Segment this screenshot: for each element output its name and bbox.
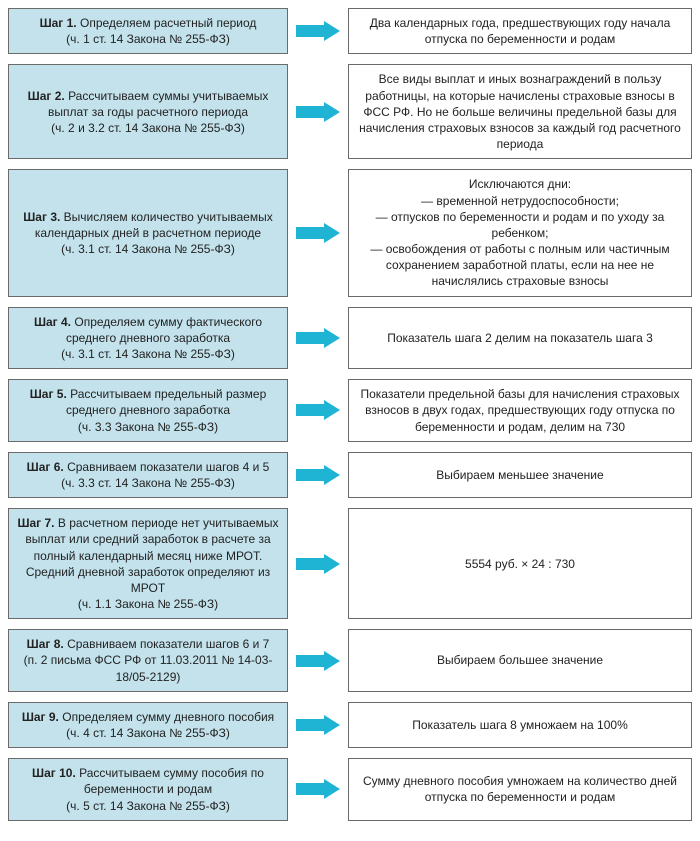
- step-title: Шаг 7. В расчетном периоде нет учитываем…: [17, 515, 279, 596]
- step-result-box: Два календарных года, предшествующих год…: [348, 8, 692, 54]
- arrow-wrap: [288, 629, 348, 692]
- arrow-wrap: [288, 8, 348, 54]
- step-result-box: Показатель шага 8 умножаем на 100%: [348, 702, 692, 748]
- step-title: Шаг 2. Рассчитываем суммы учитываемых вы…: [17, 88, 279, 120]
- step-result-box: Показатель шага 2 делим на показатель ша…: [348, 307, 692, 370]
- step-label: Шаг 1.: [40, 16, 77, 30]
- flowchart-container: Шаг 1. Определяем расчетный период(ч. 1 …: [8, 8, 692, 821]
- step-box: Шаг 1. Определяем расчетный период(ч. 1 …: [8, 8, 288, 54]
- step-result-box: Выбираем большее значение: [348, 629, 692, 692]
- step-box: Шаг 3. Вычисляем количество учитываемых …: [8, 169, 288, 296]
- step-result-box: Сумму дневного пособия умножаем на колич…: [348, 758, 692, 821]
- step-label: Шаг 8.: [27, 637, 64, 651]
- step-box: Шаг 7. В расчетном периоде нет учитываем…: [8, 508, 288, 619]
- step-title-text: Определяем сумму дневного пособия: [62, 710, 274, 724]
- step-title: Шаг 1. Определяем расчетный период: [17, 15, 279, 31]
- step-ref: (ч. 4 ст. 14 Закона № 255-ФЗ): [17, 725, 279, 741]
- flow-row: Шаг 7. В расчетном периоде нет учитываем…: [8, 508, 692, 619]
- step-ref: (ч. 1 ст. 14 Закона № 255-ФЗ): [17, 31, 279, 47]
- step-ref: (ч. 3.1 ст. 14 Закона № 255-ФЗ): [17, 241, 279, 257]
- step-box: Шаг 2. Рассчитываем суммы учитываемых вы…: [8, 64, 288, 159]
- step-title-text: Сравниваем показатели шагов 6 и 7: [67, 637, 269, 651]
- step-label: Шаг 3.: [23, 210, 60, 224]
- step-title: Шаг 9. Определяем сумму дневного пособия: [17, 709, 279, 725]
- step-ref: (ч. 3.1 ст. 14 Закона № 255-ФЗ): [17, 346, 279, 362]
- step-box: Шаг 10. Рассчитываем сумму пособия по бе…: [8, 758, 288, 821]
- flow-row: Шаг 6. Сравниваем показатели шагов 4 и 5…: [8, 452, 692, 498]
- step-label: Шаг 5.: [30, 387, 67, 401]
- arrow-wrap: [288, 64, 348, 159]
- step-label: Шаг 4.: [34, 315, 71, 329]
- arrow-wrap: [288, 508, 348, 619]
- arrow-wrap: [288, 758, 348, 821]
- arrow-wrap: [288, 169, 348, 296]
- arrow-right-icon: [296, 465, 340, 485]
- arrow-right-icon: [296, 21, 340, 41]
- step-result-box: Выбираем меньшее значение: [348, 452, 692, 498]
- step-title-text: Определяем сумму фактического среднего д…: [66, 315, 262, 345]
- step-title: Шаг 5. Рассчитываем предельный размер ср…: [17, 386, 279, 418]
- arrow-right-icon: [296, 223, 340, 243]
- step-result-box: Исключаются дни: — временной нетрудоспос…: [348, 169, 692, 296]
- step-ref: (ч. 1.1 Закона № 255-ФЗ): [17, 596, 279, 612]
- step-title: Шаг 10. Рассчитываем сумму пособия по бе…: [17, 765, 279, 797]
- flow-row: Шаг 8. Сравниваем показатели шагов 6 и 7…: [8, 629, 692, 692]
- step-result-box: 5554 руб. × 24 : 730: [348, 508, 692, 619]
- arrow-right-icon: [296, 651, 340, 671]
- flow-row: Шаг 9. Определяем сумму дневного пособия…: [8, 702, 692, 748]
- step-box: Шаг 8. Сравниваем показатели шагов 6 и 7…: [8, 629, 288, 692]
- step-title-text: Рассчитываем предельный размер среднего …: [66, 387, 266, 417]
- step-title: Шаг 6. Сравниваем показатели шагов 4 и 5: [17, 459, 279, 475]
- arrow-right-icon: [296, 328, 340, 348]
- flow-row: Шаг 3. Вычисляем количество учитываемых …: [8, 169, 692, 296]
- step-title-text: Рассчитываем суммы учитываемых выплат за…: [48, 89, 268, 119]
- arrow-right-icon: [296, 554, 340, 574]
- arrow-right-icon: [296, 102, 340, 122]
- step-title-text: Вычисляем количество учитываемых календа…: [35, 210, 273, 240]
- step-result-box: Все виды выплат и иных вознаграждений в …: [348, 64, 692, 159]
- arrow-wrap: [288, 702, 348, 748]
- step-result-box: Показатели предельной базы для начислени…: [348, 379, 692, 442]
- flow-row: Шаг 2. Рассчитываем суммы учитываемых вы…: [8, 64, 692, 159]
- step-label: Шаг 2.: [28, 89, 65, 103]
- step-box: Шаг 5. Рассчитываем предельный размер ср…: [8, 379, 288, 442]
- step-title: Шаг 4. Определяем сумму фактического сре…: [17, 314, 279, 346]
- flow-row: Шаг 10. Рассчитываем сумму пособия по бе…: [8, 758, 692, 821]
- flow-row: Шаг 4. Определяем сумму фактического сре…: [8, 307, 692, 370]
- step-label: Шаг 6.: [27, 460, 64, 474]
- arrow-wrap: [288, 452, 348, 498]
- arrow-right-icon: [296, 779, 340, 799]
- step-ref: (п. 2 письма ФСС РФ от 11.03.2011 № 14-0…: [17, 652, 279, 684]
- step-label: Шаг 7.: [17, 516, 54, 530]
- step-title-text: Сравниваем показатели шагов 4 и 5: [67, 460, 269, 474]
- step-title: Шаг 8. Сравниваем показатели шагов 6 и 7: [17, 636, 279, 652]
- flow-row: Шаг 5. Рассчитываем предельный размер ср…: [8, 379, 692, 442]
- step-ref: (ч. 2 и 3.2 ст. 14 Закона № 255-ФЗ): [17, 120, 279, 136]
- flow-row: Шаг 1. Определяем расчетный период(ч. 1 …: [8, 8, 692, 54]
- step-ref: (ч. 3.3 ст. 14 Закона № 255-ФЗ): [17, 475, 279, 491]
- step-box: Шаг 4. Определяем сумму фактического сре…: [8, 307, 288, 370]
- arrow-right-icon: [296, 400, 340, 420]
- step-title: Шаг 3. Вычисляем количество учитываемых …: [17, 209, 279, 241]
- step-title-text: Рассчитываем сумму пособия по беременнос…: [79, 766, 264, 796]
- step-ref: (ч. 3.3 Закона № 255-ФЗ): [17, 419, 279, 435]
- step-box: Шаг 9. Определяем сумму дневного пособия…: [8, 702, 288, 748]
- arrow-wrap: [288, 307, 348, 370]
- step-title-text: Определяем расчетный период: [80, 16, 256, 30]
- step-title-text: В расчетном периоде нет учитываемых выпл…: [25, 516, 278, 595]
- step-box: Шаг 6. Сравниваем показатели шагов 4 и 5…: [8, 452, 288, 498]
- arrow-right-icon: [296, 715, 340, 735]
- arrow-wrap: [288, 379, 348, 442]
- step-label: Шаг 10.: [32, 766, 76, 780]
- step-ref: (ч. 5 ст. 14 Закона № 255-ФЗ): [17, 798, 279, 814]
- step-label: Шаг 9.: [22, 710, 59, 724]
